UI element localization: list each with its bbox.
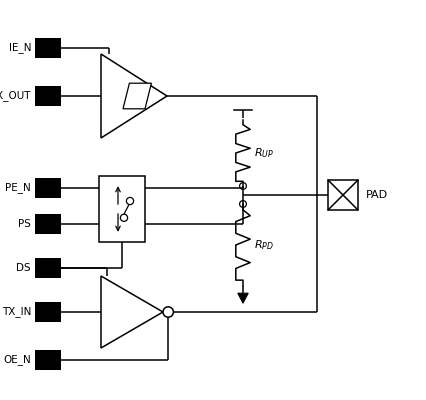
Polygon shape <box>123 83 151 109</box>
Text: OE_N: OE_N <box>3 354 31 366</box>
Circle shape <box>163 307 173 317</box>
Bar <box>99 176 145 242</box>
Bar <box>35 86 61 106</box>
Bar <box>35 178 61 198</box>
Circle shape <box>239 200 246 207</box>
Text: TX_IN: TX_IN <box>2 306 31 318</box>
Text: RX_OUT: RX_OUT <box>0 90 31 102</box>
Text: $R_{PD}$: $R_{PD}$ <box>254 238 274 252</box>
Circle shape <box>121 214 128 221</box>
Text: $R_{UP}$: $R_{UP}$ <box>254 146 274 160</box>
Text: IE_N: IE_N <box>9 42 31 54</box>
Polygon shape <box>101 276 163 348</box>
Bar <box>328 180 358 210</box>
Bar <box>35 302 61 322</box>
Text: PE_N: PE_N <box>5 182 31 194</box>
Bar <box>35 258 61 278</box>
Text: PS: PS <box>18 219 31 229</box>
Bar <box>35 38 61 58</box>
Circle shape <box>239 182 246 190</box>
Text: DS: DS <box>16 263 31 273</box>
Circle shape <box>127 197 134 204</box>
Polygon shape <box>238 293 248 303</box>
Bar <box>35 350 61 370</box>
Bar <box>35 214 61 234</box>
Polygon shape <box>101 54 167 138</box>
Text: PAD: PAD <box>366 190 388 200</box>
